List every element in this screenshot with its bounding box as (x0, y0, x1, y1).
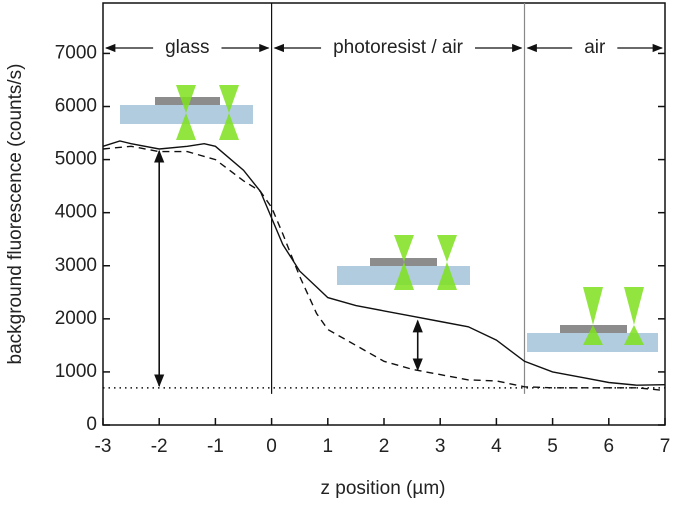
x-tick-label: 6 (604, 436, 615, 457)
region-label: air (584, 37, 606, 58)
x-tick-label: 3 (435, 436, 446, 457)
region-label-bg (572, 38, 618, 58)
x-axis-label: z position (µm) (321, 478, 446, 499)
series-line (102, 145, 666, 392)
region-label-bg (153, 38, 222, 58)
y-tick-label: 7000 (55, 42, 97, 63)
y-tick-label: 5000 (55, 149, 97, 170)
x-tick-label: 1 (323, 436, 334, 457)
y-tick-label: 6000 (55, 96, 97, 117)
x-tick-label: -1 (207, 436, 224, 457)
inset-glass (120, 85, 253, 140)
y-tick-label: 4000 (55, 202, 97, 223)
y-axis-label: background fluorescence (counts/s) (5, 64, 26, 365)
y-tick-label: 1000 (55, 361, 97, 382)
region-label: glass (165, 37, 209, 58)
inset-air (527, 287, 658, 352)
series-line (102, 140, 666, 386)
x-tick-label: -3 (95, 436, 112, 457)
x-tick-label: 2 (379, 436, 390, 457)
schematic-insets (120, 85, 658, 352)
x-tick-label: -2 (151, 436, 168, 457)
region-label: photoresist / air (333, 37, 464, 58)
x-tick-label: 5 (547, 436, 558, 457)
y-tick-label: 3000 (55, 255, 97, 276)
x-tick-label: 7 (660, 436, 671, 457)
x-tick-label: 4 (491, 436, 502, 457)
y-tick-label: 0 (86, 414, 97, 435)
region-label-bg (321, 38, 476, 58)
inset-photoresist (337, 235, 470, 290)
x-tick-label: 0 (266, 436, 277, 457)
y-tick-label: 2000 (55, 308, 97, 329)
